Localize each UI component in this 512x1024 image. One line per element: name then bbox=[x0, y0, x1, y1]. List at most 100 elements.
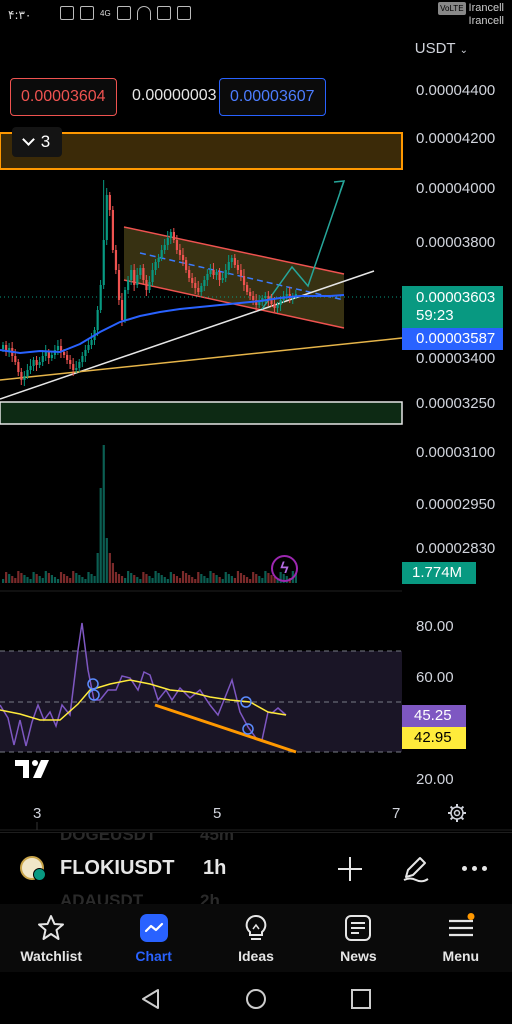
time-axis-label: 7 bbox=[392, 805, 401, 822]
status-icons: 4G bbox=[60, 6, 191, 20]
volume-bar bbox=[47, 573, 50, 583]
volume-bar bbox=[276, 579, 279, 583]
time-axis-label: 5 bbox=[213, 805, 222, 822]
sim-icon bbox=[60, 6, 74, 20]
nav-chart[interactable]: Chart bbox=[102, 904, 204, 972]
candle-body bbox=[142, 268, 145, 280]
volume-bar bbox=[5, 572, 8, 583]
candle-body bbox=[264, 296, 267, 298]
buy-price-button[interactable]: 0.00003607 bbox=[219, 78, 326, 116]
symbol-selector[interactable]: FLOKIUSDT bbox=[60, 857, 175, 879]
more-options-icon[interactable] bbox=[462, 866, 487, 871]
volume-bar bbox=[130, 573, 133, 583]
volume-bar bbox=[148, 576, 151, 583]
candle-body bbox=[111, 210, 114, 250]
nav-news[interactable]: News bbox=[307, 904, 409, 972]
volume-bar bbox=[59, 572, 63, 583]
candle-body bbox=[20, 372, 23, 380]
lightbulb-icon bbox=[245, 914, 267, 940]
candle-body bbox=[221, 278, 224, 280]
recents-icon[interactable] bbox=[350, 988, 372, 1010]
candle-body bbox=[185, 260, 188, 270]
nav-menu[interactable]: Menu bbox=[410, 904, 512, 972]
volume-bar bbox=[239, 573, 243, 583]
price-axis-label: 0.00003400 bbox=[416, 350, 496, 367]
volume-bar bbox=[53, 577, 57, 583]
candle-body bbox=[29, 366, 32, 370]
volume-bar bbox=[84, 579, 87, 583]
nav-ideas[interactable]: Ideas bbox=[205, 904, 307, 972]
channel-upper-line[interactable] bbox=[123, 226, 345, 275]
volume-bar bbox=[255, 574, 258, 583]
support-zone[interactable] bbox=[0, 401, 403, 425]
volume-bar bbox=[227, 574, 230, 583]
volume-bar bbox=[14, 578, 17, 583]
candle-body bbox=[178, 250, 182, 255]
time-axis-label: 3 bbox=[33, 805, 42, 822]
volume-bars bbox=[2, 445, 297, 583]
candle-body bbox=[288, 294, 291, 298]
candle-body bbox=[108, 195, 111, 210]
signal-icon-2 bbox=[116, 6, 131, 20]
carrier-secondary: Irancell bbox=[468, 15, 504, 27]
volume-bar bbox=[87, 572, 90, 583]
resistance-zone[interactable] bbox=[0, 132, 403, 170]
last-price-tag: 0.00003603 59:23 bbox=[402, 286, 504, 328]
price-axis-label: 0.00002950 bbox=[416, 496, 496, 513]
volume-bar bbox=[224, 572, 227, 583]
indicator-collapse-button[interactable]: 3 bbox=[12, 127, 62, 157]
candle-body bbox=[276, 305, 279, 308]
candle-body bbox=[172, 232, 175, 240]
chevron-down-icon: ⌄ bbox=[459, 45, 468, 56]
candle-body bbox=[17, 362, 20, 372]
volume-bar bbox=[145, 574, 148, 583]
volume-bar bbox=[267, 573, 270, 583]
candle-body bbox=[215, 272, 218, 275]
volume-bar bbox=[26, 577, 29, 583]
gear-icon[interactable] bbox=[447, 803, 467, 823]
rsi-tag: 45.25 bbox=[402, 705, 466, 727]
volume-bar bbox=[2, 579, 5, 583]
candle-body bbox=[218, 272, 221, 280]
projection-path[interactable] bbox=[261, 180, 345, 310]
carrier-info: VoLTE Irancell Irancell bbox=[438, 2, 504, 28]
lightning-alert-icon[interactable]: ϟ bbox=[271, 555, 298, 582]
candle-body bbox=[233, 258, 236, 265]
home-icon[interactable] bbox=[245, 988, 267, 1010]
rsi-axis-label: 20.00 bbox=[416, 771, 454, 788]
candle-body bbox=[191, 278, 194, 283]
trendline-white[interactable] bbox=[0, 270, 375, 400]
price-axis-label: 0.00003800 bbox=[416, 234, 496, 251]
volume-bar bbox=[215, 575, 218, 583]
candle-body bbox=[35, 360, 38, 365]
candle-body bbox=[78, 362, 81, 368]
volume-bar bbox=[136, 577, 139, 583]
pen-drawing-icon[interactable] bbox=[400, 853, 430, 883]
currency-selector[interactable]: USDT ⌄ bbox=[415, 40, 468, 57]
currency-label: USDT bbox=[414, 40, 456, 57]
sell-price-button[interactable]: 0.00003604 bbox=[10, 78, 117, 116]
back-icon[interactable] bbox=[140, 988, 162, 1010]
trendline-gold[interactable] bbox=[0, 337, 403, 381]
candle-body bbox=[294, 294, 297, 296]
interval-selector[interactable]: 1h bbox=[203, 857, 227, 879]
candle-body bbox=[23, 376, 26, 380]
candle-body bbox=[267, 296, 270, 300]
candle-body bbox=[148, 282, 151, 290]
plus-icon[interactable] bbox=[338, 857, 362, 881]
candle-body bbox=[117, 270, 121, 300]
ma-price-tag: 0.00003587 bbox=[402, 328, 504, 350]
rsi-divergence-line[interactable] bbox=[154, 703, 297, 754]
nav-label: Ideas bbox=[238, 948, 274, 964]
candle-body bbox=[90, 340, 93, 345]
nav-watchlist[interactable]: Watchlist bbox=[0, 904, 102, 972]
volume-bar bbox=[38, 576, 41, 583]
volume-bar bbox=[218, 577, 221, 583]
volume-bar bbox=[17, 571, 20, 583]
volume-bar bbox=[63, 574, 66, 583]
nav-label: Chart bbox=[135, 948, 172, 964]
volume-bar bbox=[203, 576, 206, 583]
volume-bar bbox=[172, 574, 175, 583]
volume-bar bbox=[133, 575, 136, 583]
rsi-ma-tag: 42.95 bbox=[402, 727, 466, 749]
